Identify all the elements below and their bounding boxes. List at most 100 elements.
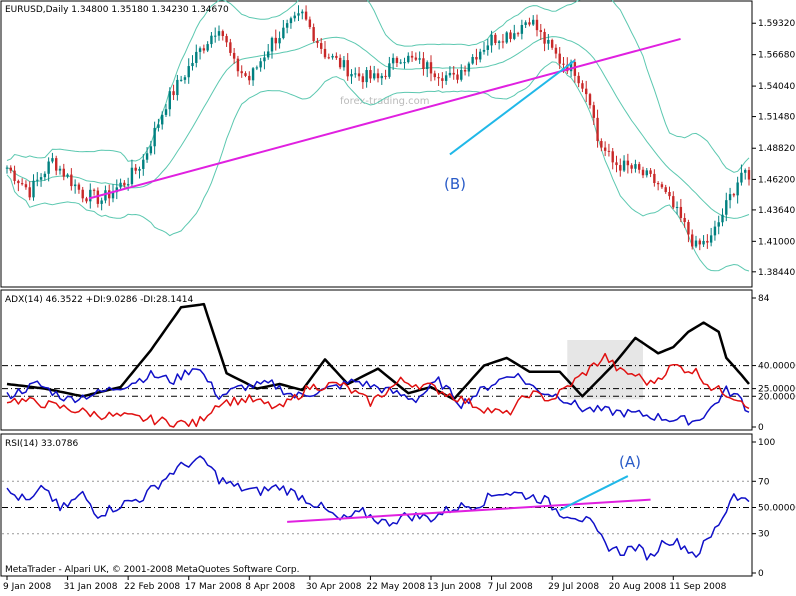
candle-body xyxy=(596,117,599,142)
adx-highlight-rect xyxy=(567,340,643,400)
candle-body xyxy=(282,27,285,39)
price-y-axis: 1.59320 1.56680 1.54040 1.51480 1.48820 1.462… xyxy=(752,19,795,278)
candle-body xyxy=(426,62,429,70)
candle-body xyxy=(115,187,118,193)
candle-body xyxy=(187,66,190,78)
candle-body xyxy=(407,55,410,63)
candle-body xyxy=(532,19,535,25)
candle-body xyxy=(456,74,459,80)
candle-body xyxy=(145,153,149,160)
candle-body xyxy=(641,169,645,176)
candle-body xyxy=(694,240,698,247)
annotation-a: (A) xyxy=(619,453,641,471)
candle-body xyxy=(51,158,54,162)
price-panel-title: EURUSD,Daily 1.34800 1.35180 1.34230 1.3… xyxy=(5,5,229,15)
x-tick-label: 8 Apr 2008 xyxy=(245,582,295,592)
candle-body xyxy=(316,40,319,44)
candle-body xyxy=(248,75,251,81)
candle-body xyxy=(70,174,73,187)
candle-body xyxy=(391,57,395,64)
candle-body xyxy=(66,174,69,177)
candle-body xyxy=(195,51,198,63)
candle-body xyxy=(645,170,648,176)
candle-body xyxy=(9,167,12,171)
candle-body xyxy=(736,182,739,196)
candle-body xyxy=(414,57,418,60)
candle-body xyxy=(509,32,512,39)
candle-body xyxy=(92,189,96,191)
candle-body xyxy=(524,22,527,25)
candle-body xyxy=(554,47,558,54)
x-tick-label: 30 Apr 2008 xyxy=(306,582,362,592)
candle-body xyxy=(494,34,497,43)
adx-levels xyxy=(2,365,751,397)
candle-body xyxy=(717,222,720,227)
candle-body xyxy=(119,182,122,188)
candle-body xyxy=(399,62,402,64)
rsi-panel-frame xyxy=(0,433,753,577)
x-axis: 9 Jan 2008 31 Jan 2008 22 Feb 2008 17 Mar 2… xyxy=(3,576,727,592)
candle-body xyxy=(513,33,516,39)
candle-body xyxy=(679,206,683,218)
candle-body xyxy=(138,168,141,171)
candle-body xyxy=(490,34,493,46)
candle-body xyxy=(179,79,183,81)
candle-body xyxy=(725,200,728,215)
candle-body xyxy=(24,184,28,188)
candle-body xyxy=(467,63,471,72)
candle-body xyxy=(433,73,436,78)
candle-body xyxy=(81,189,84,199)
candle-body xyxy=(55,158,58,171)
minus-di-line xyxy=(6,352,750,428)
candle-body xyxy=(153,127,156,147)
candle-body xyxy=(675,206,679,208)
candle-body xyxy=(482,49,486,52)
candle-body xyxy=(740,172,743,183)
bollinger-upper-line xyxy=(6,0,750,173)
candle-body xyxy=(653,173,656,184)
candle-body xyxy=(732,194,736,196)
x-tick-label: 22 Feb 2008 xyxy=(124,582,180,592)
price-y-tick-label: 1.43640 xyxy=(758,206,795,216)
candle-body xyxy=(58,168,62,171)
candle-body xyxy=(664,187,667,192)
candle-body xyxy=(634,164,637,169)
price-support-trendline xyxy=(88,37,681,200)
watermark: forex-trading.com xyxy=(340,96,430,107)
x-tick-label: 13 Jun 2008 xyxy=(427,582,481,592)
candle-body xyxy=(183,77,187,80)
candle-body xyxy=(558,53,561,64)
candle-body xyxy=(607,150,611,152)
candle-body xyxy=(210,35,213,45)
candle-body xyxy=(691,234,694,247)
candle-body xyxy=(535,19,539,31)
x-tick-label: 29 Jul 2008 xyxy=(548,582,599,592)
candle-body xyxy=(5,167,9,169)
candle-body xyxy=(229,42,232,53)
candle-body xyxy=(683,217,686,223)
candle-body xyxy=(297,13,300,16)
candle-body xyxy=(626,160,630,166)
candle-body xyxy=(267,51,270,58)
candle-body xyxy=(615,162,618,166)
candle-body xyxy=(600,141,603,148)
candle-body xyxy=(338,57,342,68)
candle-body xyxy=(350,73,353,77)
candle-body xyxy=(206,44,209,51)
candle-body xyxy=(619,165,622,171)
rsi-y-tick-label: 70 xyxy=(758,477,770,487)
candle-body xyxy=(202,48,206,51)
candle-body xyxy=(520,24,524,34)
candlesticks xyxy=(5,5,751,251)
candle-body xyxy=(157,124,160,128)
candle-body xyxy=(123,182,126,186)
candle-body xyxy=(422,58,425,70)
adx-panel-title: ADX(14) 46.3522 +DI:9.0286 -DI:28.1414 xyxy=(5,295,194,305)
price-y-tick-label: 1.54040 xyxy=(758,82,795,92)
candle-body xyxy=(312,27,315,41)
candle-body xyxy=(380,75,383,79)
price-y-tick-label: 1.56680 xyxy=(758,51,795,61)
x-tick-label: 20 Aug 2008 xyxy=(609,582,667,592)
adx-line xyxy=(6,302,750,401)
